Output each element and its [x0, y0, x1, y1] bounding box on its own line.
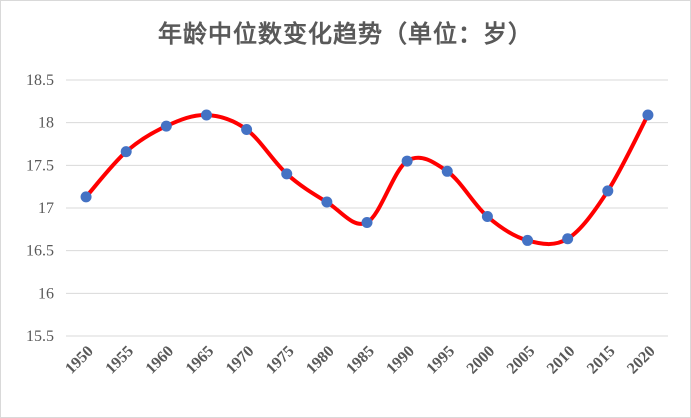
x-tick-label: 2010	[544, 343, 579, 378]
data-point-2015	[602, 185, 614, 197]
chart-title: 年龄中位数变化趋势（单位：岁）	[158, 20, 533, 48]
y-tick-label: 18.5	[26, 72, 54, 89]
x-tick-label: 1955	[102, 343, 137, 378]
y-tick-label: 18	[38, 115, 54, 132]
x-tick-label: 1985	[343, 343, 378, 378]
x-tick-label: 1960	[143, 343, 178, 378]
x-tick-label: 1995	[423, 343, 458, 378]
x-tick-label: 2015	[584, 343, 619, 378]
data-point-2005	[522, 234, 534, 246]
x-axis: 1950 1955 1960 1965 1970 1975 1980 1985 1990 1995…	[62, 343, 659, 378]
y-tick-label: 15.5	[26, 328, 54, 345]
data-point-1950	[80, 191, 92, 203]
data-points	[80, 109, 654, 246]
y-tick-label: 16.5	[26, 243, 54, 260]
data-point-1975	[281, 168, 293, 180]
data-point-1970	[241, 123, 253, 135]
data-point-2010	[562, 233, 574, 245]
data-point-2020	[642, 109, 654, 121]
x-tick-label: 1950	[62, 343, 97, 378]
x-tick-label: 1990	[383, 343, 418, 378]
y-tick-label: 17.5	[26, 157, 54, 174]
data-point-2000	[481, 211, 493, 223]
data-point-1990	[401, 155, 413, 167]
x-tick-label: 2000	[464, 343, 499, 378]
data-point-1985	[361, 217, 373, 229]
data-point-1980	[321, 196, 333, 208]
x-tick-label: 2005	[504, 343, 539, 378]
y-tick-label: 17	[38, 200, 54, 217]
data-point-1995	[441, 165, 453, 177]
y-axis: 15.5 16 16.5 17 17.5 18 18.5	[26, 72, 54, 345]
x-tick-label: 1965	[183, 343, 218, 378]
data-point-1955	[120, 146, 132, 158]
x-tick-label: 1970	[223, 343, 258, 378]
gridlines	[66, 79, 668, 337]
y-tick-label: 16	[38, 285, 54, 302]
x-tick-label: 1975	[263, 343, 298, 378]
data-point-1965	[200, 109, 212, 121]
data-point-1960	[160, 120, 172, 132]
x-tick-label: 2020	[624, 343, 659, 378]
x-tick-label: 1980	[303, 343, 338, 378]
